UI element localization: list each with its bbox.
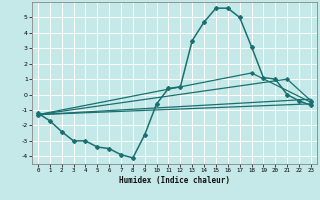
X-axis label: Humidex (Indice chaleur): Humidex (Indice chaleur) bbox=[119, 176, 230, 185]
